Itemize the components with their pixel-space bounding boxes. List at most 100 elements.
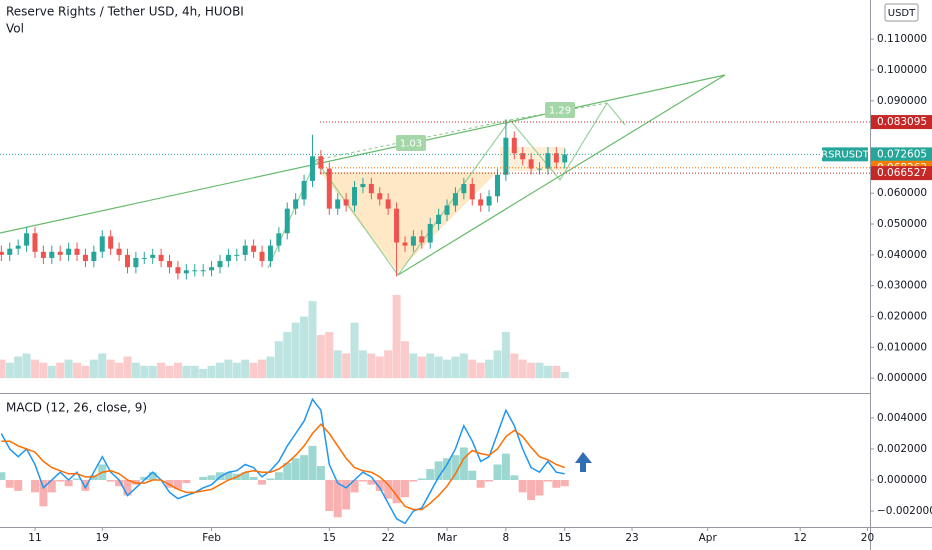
candle-body	[436, 214, 442, 225]
volume-bar	[552, 365, 561, 379]
x-tick-label: 20	[861, 532, 874, 544]
volume-bar	[258, 359, 267, 379]
macd-histogram-bar	[140, 476, 149, 481]
candle-body	[520, 153, 526, 160]
x-tick-label: Apr	[699, 532, 718, 544]
candle-body	[91, 251, 97, 262]
candle-body	[335, 199, 341, 209]
macd-line	[0, 397, 565, 525]
candle-body	[444, 205, 450, 215]
volume-bar	[115, 362, 124, 379]
volume-bar	[527, 362, 536, 379]
volume-bar	[400, 341, 409, 379]
candle-body	[242, 245, 248, 255]
x-tick-label: 22	[381, 532, 394, 544]
x-tick-label: 23	[625, 532, 638, 544]
macd-histogram-bar	[400, 480, 409, 498]
macd-histogram-bar	[510, 475, 519, 481]
macd-histogram-bar	[115, 480, 124, 487]
macd-histogram-bar	[552, 480, 561, 488]
currency-box[interactable]	[884, 3, 919, 22]
macd-histogram-bar	[384, 480, 393, 499]
macd-histogram-bar	[173, 480, 182, 490]
volume-bar	[199, 368, 208, 379]
volume-bar	[501, 331, 510, 379]
volume-bar	[392, 294, 401, 379]
volume-bar	[241, 359, 250, 379]
macd-histogram-bar	[367, 480, 376, 485]
candle-body	[410, 236, 416, 246]
volume-bar	[182, 365, 191, 379]
candle-body	[343, 199, 349, 206]
candle-body	[553, 153, 559, 163]
candle-body	[32, 233, 38, 252]
macd-histogram-bar	[342, 480, 351, 510]
candle-body	[183, 270, 189, 274]
macd-histogram-bar	[518, 480, 527, 493]
volume-bar	[140, 365, 149, 379]
price-label-box	[871, 115, 932, 130]
macd-histogram-bar	[207, 475, 216, 481]
macd-histogram-bar	[426, 469, 435, 481]
candle-body	[225, 254, 231, 262]
volume-bar	[64, 359, 73, 379]
volume-bar	[157, 362, 166, 379]
candle-body	[74, 248, 80, 255]
candle-body	[234, 254, 240, 256]
macd-histogram-bar	[350, 480, 359, 493]
volume-bar	[274, 341, 283, 379]
macd-histogram-bar	[291, 458, 300, 481]
volume-bar	[148, 365, 157, 379]
candle-body	[217, 261, 223, 268]
price-label: 0.066527	[877, 167, 927, 179]
symbol: RSRUSDT	[821, 149, 870, 160]
y-tick-label: 0.060000	[877, 187, 927, 199]
candle-body	[150, 254, 156, 258]
candle-body	[108, 236, 114, 249]
trend-line	[397, 74, 726, 276]
trend-line	[0, 74, 726, 234]
macd-histogram-bar	[443, 458, 452, 481]
volume-bar	[560, 371, 569, 379]
volume-bar	[98, 353, 107, 379]
candle-body	[276, 233, 282, 246]
volume-bar	[0, 359, 6, 379]
macd-histogram-bar	[358, 480, 367, 482]
volume-bar	[417, 356, 426, 379]
volume-bar	[443, 359, 452, 379]
macd-histogram-bar	[81, 480, 90, 491]
candle-body	[452, 193, 458, 206]
macd-histogram-bar	[47, 480, 56, 493]
candle-body	[326, 168, 332, 209]
x-tick-label: Feb	[202, 532, 221, 544]
volume-bar	[173, 362, 182, 379]
macd-histogram-bar	[493, 464, 502, 481]
candle-body	[402, 242, 408, 246]
candle-body	[352, 187, 358, 206]
macd-histogram-bar	[375, 480, 384, 491]
y-tick-label: 0.020000	[877, 310, 927, 322]
candle-body	[133, 257, 139, 268]
volume-bar	[106, 359, 115, 379]
volume-bar	[485, 359, 494, 379]
candle-body	[82, 254, 88, 262]
macd-histogram-bar	[283, 462, 292, 481]
volume-bar	[249, 362, 258, 379]
macd-histogram-bar	[266, 478, 275, 481]
volume-bar	[89, 359, 98, 379]
macd-histogram-bar	[89, 475, 98, 481]
volume-bars	[0, 294, 569, 379]
volume-bar	[232, 362, 241, 379]
macd-histogram-bar	[30, 480, 39, 493]
macd-histogram-bar	[392, 480, 401, 504]
candle-body	[209, 267, 215, 271]
macd-histogram-bar	[409, 480, 418, 482]
volume-bar	[543, 365, 552, 379]
volume-bar	[342, 353, 351, 379]
macd-histogram-bar	[560, 480, 569, 487]
macd-histogram-bar	[308, 445, 317, 481]
price-label: 0.083095	[877, 116, 927, 128]
candle-body	[7, 248, 13, 255]
volume-bar	[459, 353, 468, 379]
chart-title: Reserve Rights / Tether USD, 4h, HUOBI	[6, 5, 244, 19]
